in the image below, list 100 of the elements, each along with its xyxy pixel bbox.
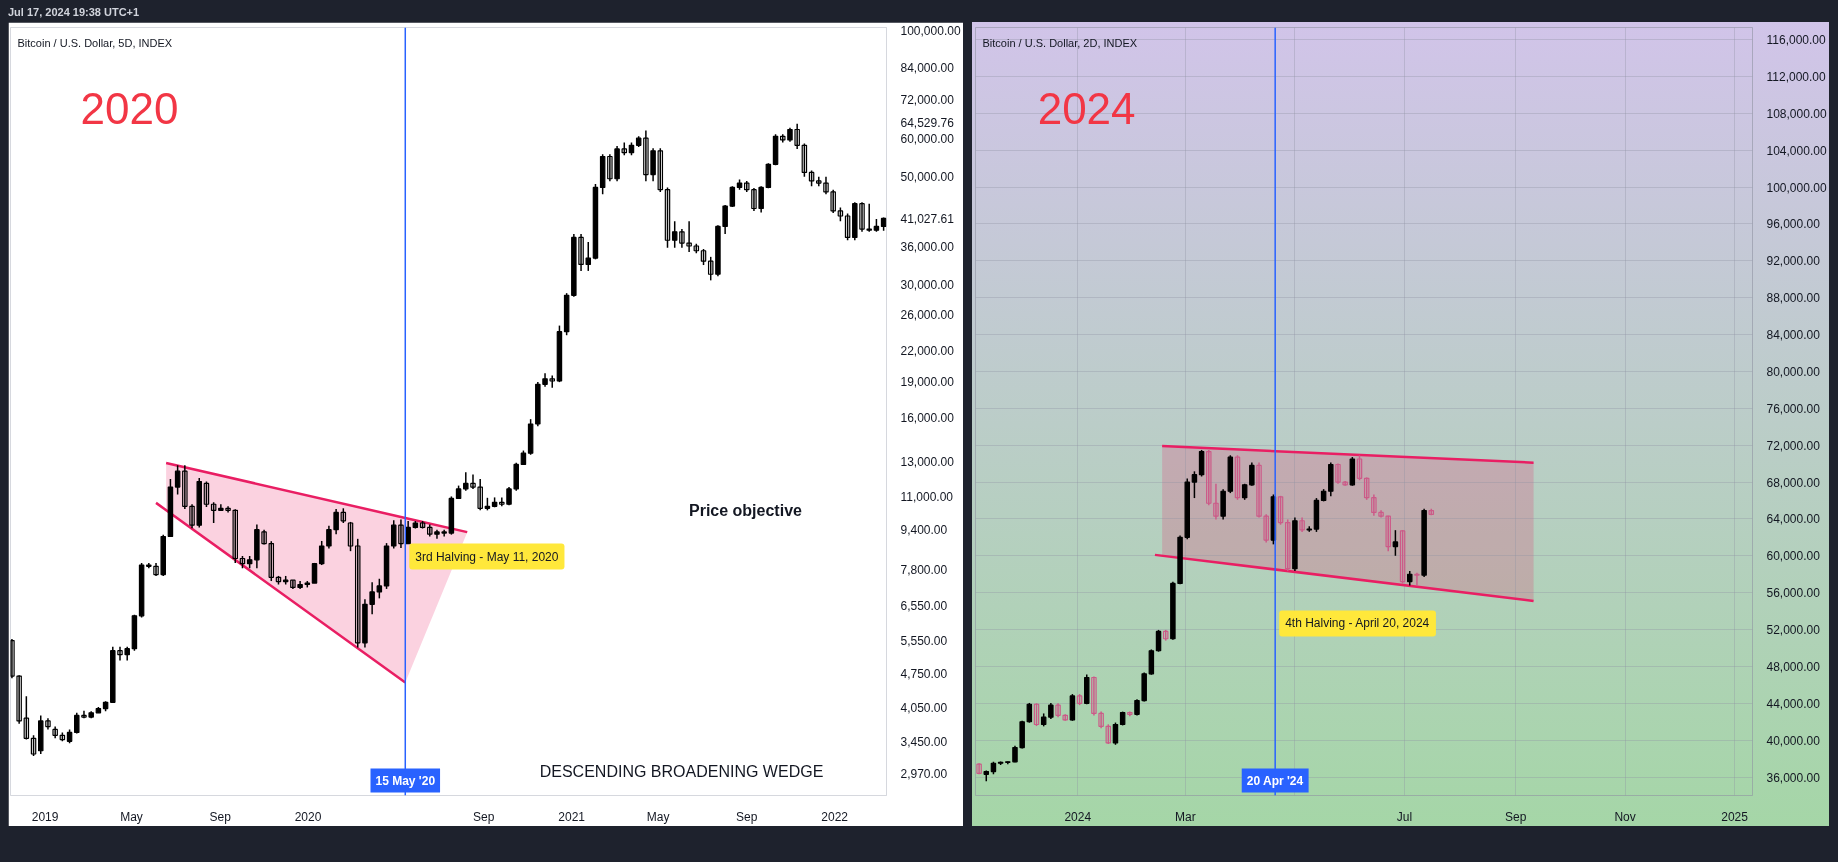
x-tick-label: May	[646, 809, 670, 824]
y-tick-label: 41,027.61	[900, 211, 955, 226]
candlestick	[1112, 721, 1119, 746]
candlestick	[1213, 483, 1219, 521]
y-tick-label: 4,750.00	[900, 667, 948, 682]
y-tick-label: 108,000.00	[1766, 106, 1827, 121]
candlestick	[976, 762, 982, 776]
candlestick	[52, 725, 58, 740]
y-tick-label: 52,000.00	[1766, 623, 1821, 638]
y-tick-label: 64,000.00	[1766, 512, 1821, 527]
y-tick-label: 11,000.00	[900, 489, 954, 504]
candlestick	[1198, 449, 1205, 478]
y-tick-label: 4,050.00	[900, 701, 948, 715]
candlestick	[318, 540, 325, 566]
text: Bitcoin / U.S. Dollar, 2D, INDEX	[982, 36, 1138, 49]
y-tick-label: 30,000.00	[900, 278, 955, 293]
annotation: Price objective	[688, 502, 803, 520]
x-tick-label: Mar	[1175, 809, 1196, 824]
y-tick-label: 36,000.00	[1766, 770, 1821, 785]
candlestick	[1148, 648, 1155, 676]
y-tick-label: 88,000.00	[1766, 291, 1821, 306]
x-tick-label: 2024	[1064, 809, 1092, 824]
x-tick-label: Nov	[1614, 809, 1636, 824]
candlestick	[823, 175, 829, 195]
candlestick	[405, 520, 411, 545]
candlestick	[830, 188, 836, 214]
candlestick	[1263, 513, 1269, 544]
y-tick-label: 26,000.00	[900, 308, 955, 323]
candlestick	[1356, 454, 1363, 481]
y-tick-label: 96,000.00	[1766, 217, 1821, 232]
candlestick	[1033, 702, 1040, 727]
candlestick	[268, 540, 275, 582]
candlestick	[1206, 449, 1212, 506]
candlestick	[1069, 693, 1076, 722]
x-tick-label: May	[120, 809, 143, 824]
candlestick	[1249, 461, 1255, 487]
y-tick-label: 22,000.00	[900, 343, 955, 358]
candlestick	[664, 186, 671, 249]
candlestick	[1363, 476, 1370, 501]
candlestick	[1284, 518, 1291, 572]
y-tick-label: 76,000.00	[1766, 401, 1821, 416]
x-tick-label: 2020	[294, 809, 322, 824]
y-tick-label: 9,400.00	[900, 523, 948, 538]
candlestick	[203, 480, 210, 508]
candlestick	[30, 734, 37, 757]
y-tick-label: 6,550.00	[900, 599, 948, 614]
candlestick	[1299, 516, 1305, 533]
y-tick-label: 84,000.00	[1766, 328, 1821, 343]
x-tick-label: Sep	[1504, 809, 1527, 824]
candlestick	[1385, 515, 1391, 552]
x-tick-label: 2025	[1721, 809, 1749, 824]
x-tick-label: 2019	[31, 809, 59, 824]
y-tick-label: 44,000.00	[1766, 696, 1821, 711]
y-tick-label: 7,800.00	[900, 562, 948, 577]
candlestick	[1191, 470, 1198, 499]
candlestick	[347, 521, 354, 552]
y-tick-label: 36,000.00	[900, 239, 955, 254]
candlestick	[16, 674, 22, 725]
candlestick	[10, 638, 15, 680]
candlestick	[1335, 462, 1341, 485]
y-tick-label: 72,000.00	[900, 93, 955, 108]
x-tick-label: 2021	[558, 809, 586, 824]
annotation: 3rd Halving - May 11, 2020	[415, 549, 559, 564]
y-tick-label: 3,450.00	[900, 734, 948, 749]
text: Jul 17, 2024 19:38 UTC+1	[8, 5, 140, 20]
candlestick	[1399, 529, 1406, 585]
candlestick	[182, 464, 188, 510]
y-tick-label: 56,000.00	[1766, 586, 1821, 601]
candlestick	[1392, 529, 1399, 557]
y-tick-label: 2,970.00	[900, 766, 948, 781]
y-tick-label: 5,550.00	[900, 634, 948, 649]
y-tick-label: 72,000.00	[1766, 438, 1821, 453]
y-tick-label: 84,000.00	[900, 60, 955, 75]
annotation: 2024	[1037, 83, 1136, 133]
y-tick-label: 104,000.00	[1766, 143, 1827, 158]
candlestick	[23, 695, 30, 741]
candlestick	[1277, 495, 1284, 526]
annotation: 2020	[80, 83, 179, 133]
annotation: DESCENDING BROADENING WEDGE	[539, 763, 824, 781]
y-tick-label: 92,000.00	[1766, 254, 1821, 269]
candlestick	[174, 464, 181, 496]
y-tick-label: 48,000.00	[1766, 659, 1821, 674]
candlestick	[686, 220, 692, 253]
y-tick-label: 112,000.00	[1766, 69, 1826, 84]
y-tick-label: 100,000.00	[1766, 180, 1827, 195]
y-tick-label: 100,000.00	[900, 23, 961, 38]
candlestick	[376, 578, 383, 600]
y-tick-label: 13,000.00	[900, 454, 955, 469]
text: Bitcoin / U.S. Dollar, 5D, INDEX	[17, 36, 173, 49]
y-tick-label: 16,000.00	[900, 410, 955, 425]
annotation: 4th Halving - April 20, 2024	[1285, 616, 1430, 631]
ref-line-label: 20 Apr '24	[1246, 773, 1304, 788]
y-tick-label: 60,000.00	[1766, 549, 1821, 564]
y-tick-label: 40,000.00	[1766, 733, 1821, 748]
y-tick-label: 80,000.00	[1766, 364, 1821, 379]
candlestick	[1234, 454, 1241, 501]
y-tick-label: 60,000.00	[900, 131, 955, 146]
candlestick	[477, 478, 483, 512]
candlestick	[801, 142, 808, 178]
candlestick	[1256, 461, 1262, 519]
